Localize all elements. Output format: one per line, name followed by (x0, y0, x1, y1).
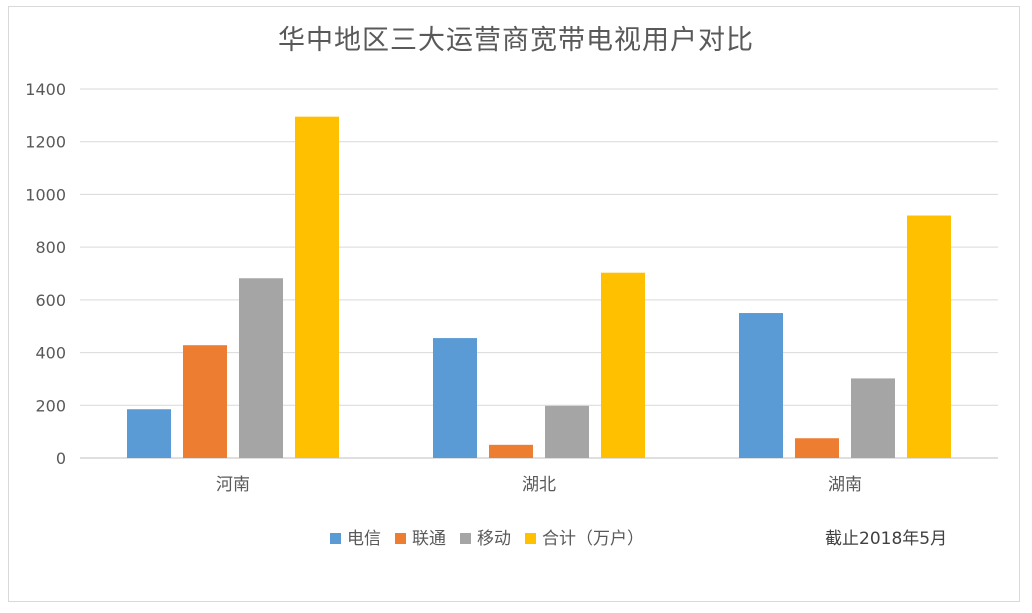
bar-联通-河南 (183, 345, 227, 458)
x-category-label: 河南 (216, 475, 250, 495)
y-tick-label: 200 (35, 396, 66, 415)
bar-电信-湖南 (739, 313, 783, 458)
bar-移动-湖北 (545, 405, 589, 458)
date-note: 截止2018年5月 (825, 529, 947, 549)
x-category-label: 湖南 (828, 475, 862, 495)
bar-合计（万户）-湖北 (601, 272, 645, 458)
x-category-label: 湖北 (522, 475, 556, 495)
legend-swatch (330, 533, 341, 544)
legend-label: 联通 (412, 529, 446, 549)
y-tick-label: 0 (56, 449, 66, 468)
bar-合计（万户）-湖南 (907, 215, 951, 458)
legend-label: 移动 (477, 529, 511, 549)
legend-label: 合计（万户） (542, 529, 644, 549)
bar-联通-湖北 (489, 444, 533, 458)
gridlines (80, 88, 998, 459)
y-tick-label: 800 (35, 238, 66, 257)
bar-联通-湖南 (795, 438, 839, 458)
legend-swatch (395, 533, 406, 544)
legend-label: 电信 (347, 529, 381, 549)
y-tick-label: 400 (35, 344, 66, 363)
bar-合计（万户）-河南 (295, 116, 339, 459)
bars (127, 116, 951, 459)
legend: 电信 联通 移动 合计（万户） (330, 529, 644, 549)
bar-移动-河南 (239, 278, 283, 458)
y-tick-label: 1000 (25, 185, 66, 204)
x-axis-categories: 河南 湖北 湖南 (216, 475, 862, 495)
bar-电信-湖北 (433, 338, 477, 458)
chart-title: 华中地区三大运营商宽带电视用户对比 (278, 25, 754, 56)
legend-swatch (460, 533, 471, 544)
legend-swatch (525, 533, 536, 544)
y-tick-label: 1400 (25, 80, 66, 99)
bar-电信-河南 (127, 409, 171, 458)
y-tick-label: 600 (35, 291, 66, 310)
bar-移动-湖南 (851, 378, 895, 458)
y-tick-label: 1200 (25, 133, 66, 152)
y-axis-ticks: 0 200 400 600 800 1000 1200 1400 (25, 80, 66, 468)
chart-frame (8, 6, 1020, 602)
